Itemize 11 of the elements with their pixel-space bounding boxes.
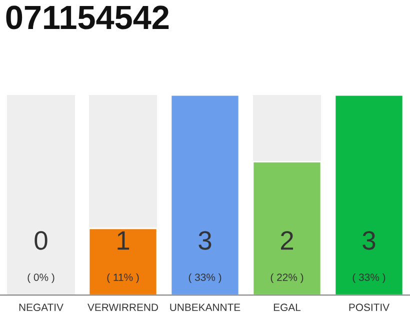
data-label: 3 ( 33% )	[188, 231, 222, 284]
data-label: 0 ( 0% )	[28, 231, 54, 284]
data-label: 3 ( 33% )	[352, 231, 386, 284]
x-tick-label: NEGATIV	[19, 304, 64, 312]
data-label: 1 ( 11% )	[107, 231, 139, 284]
data-label: 2 ( 22% )	[270, 231, 304, 284]
x-tick-label: VERWIRREND	[88, 304, 158, 311]
x-tick-label: POSITIV	[349, 304, 390, 312]
chart-title: 071154542	[6, 6, 169, 30]
x-tick-label: EGAL	[274, 304, 301, 312]
x-tick-label: UNBEKANNTE	[170, 304, 240, 312]
